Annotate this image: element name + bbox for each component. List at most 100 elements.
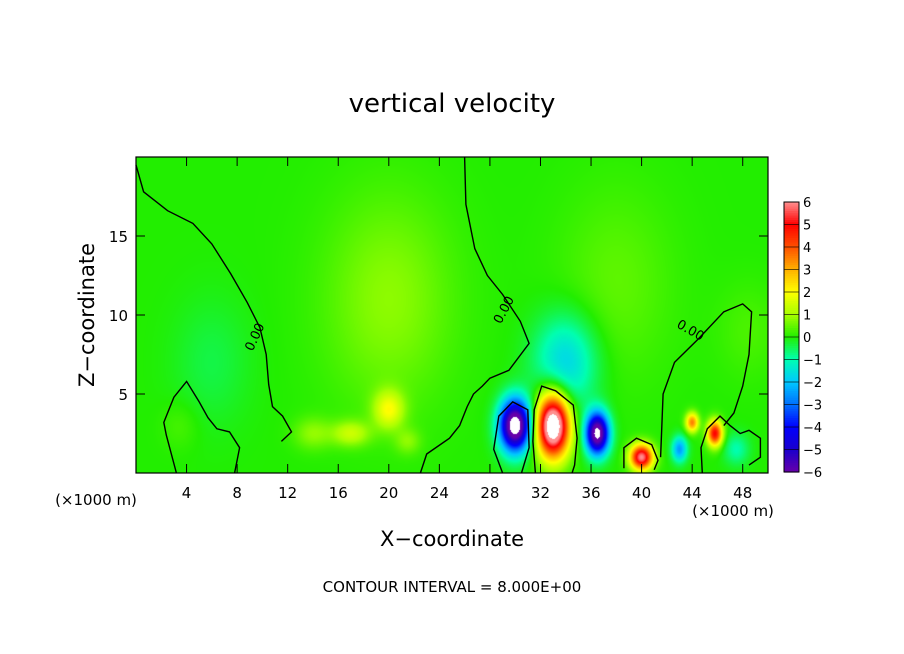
colorbar-swatch	[784, 458, 799, 462]
colorbar-swatch	[784, 319, 799, 322]
colorbar-swatch	[784, 215, 799, 219]
colorbar-swatch	[784, 314, 799, 318]
colorbar-label: −1	[803, 354, 822, 369]
colorbar-swatch	[784, 289, 799, 293]
colorbar-label: 5	[803, 219, 811, 234]
colorbar-swatch	[784, 298, 799, 302]
colorbar-swatch	[784, 368, 799, 372]
colorbar-swatch	[784, 278, 799, 282]
colorbar-swatch	[784, 409, 799, 412]
colorbar-swatch	[784, 296, 799, 300]
colorbar-swatch	[784, 386, 799, 390]
colorbar-label: 6	[803, 196, 811, 211]
colorbar-swatch	[784, 206, 799, 210]
colorbar-swatch	[784, 429, 799, 433]
x-tick-label: 4	[182, 484, 192, 502]
x-tick-label: 8	[232, 484, 242, 502]
colorbar-swatch	[784, 422, 799, 426]
colorbar-swatch	[784, 339, 799, 343]
colorbar-swatch	[784, 341, 799, 345]
colorbar-swatch	[784, 359, 799, 363]
colorbar-label: −3	[803, 399, 822, 414]
colorbar-label: 3	[803, 264, 811, 279]
colorbar-swatch	[784, 231, 799, 235]
colorbar-swatch	[784, 413, 799, 417]
colorbar-swatch	[784, 211, 799, 214]
colorbar-swatch	[784, 357, 799, 361]
contour-line-2	[419, 156, 530, 474]
x-tick-label: 24	[430, 484, 449, 502]
colorbar-swatch	[784, 467, 799, 471]
colorbar-swatch	[784, 388, 799, 392]
y-tick-label: 10	[109, 307, 128, 325]
colorbar-swatch	[784, 280, 799, 284]
colorbar-swatch	[784, 305, 799, 309]
colorbar-label: 0	[803, 331, 811, 346]
colorbar-swatch	[784, 352, 799, 356]
colorbar-swatch	[784, 440, 799, 444]
colorbar-swatch	[784, 454, 799, 457]
colorbar-swatch	[784, 343, 799, 347]
colorbar-swatch	[784, 217, 799, 221]
x-tick-label: 40	[632, 484, 651, 502]
colorbar-swatch	[784, 393, 799, 397]
colorbar-swatch	[784, 350, 799, 354]
contour-line-8	[623, 437, 659, 471]
colorbar-swatch	[784, 204, 799, 208]
colorbar-swatch	[784, 334, 799, 338]
colorbar-swatch	[784, 202, 799, 205]
colorbar-swatch	[784, 330, 799, 334]
colorbar-swatch	[784, 274, 799, 277]
colorbar-swatch	[784, 283, 799, 286]
colorbar-swatch	[784, 431, 799, 435]
colorbar-swatch	[784, 208, 799, 212]
colorbar-swatch	[784, 238, 799, 241]
colorbar-swatch	[784, 292, 799, 295]
colorbar-swatch	[784, 451, 799, 455]
colorbar-swatch	[784, 445, 799, 448]
colorbar-swatch	[784, 312, 799, 316]
x-tick-label: 32	[531, 484, 550, 502]
colorbar-swatch	[784, 307, 799, 311]
colorbar-swatch	[784, 321, 799, 325]
x-tick-label: 28	[480, 484, 499, 502]
colorbar-swatch	[784, 418, 799, 421]
colorbar-swatch	[784, 229, 799, 232]
colorbar-swatch	[784, 391, 799, 394]
x-unit-right: (×1000 m)	[692, 502, 774, 520]
colorbar-swatch	[784, 303, 799, 307]
colorbar-swatch	[784, 256, 799, 259]
colorbar-swatch	[784, 233, 799, 237]
colorbar-swatch	[784, 235, 799, 239]
colorbar-swatch	[784, 370, 799, 374]
colorbar-swatch	[784, 226, 799, 230]
colorbar-label: −5	[803, 444, 822, 459]
x-tick-label: 48	[733, 484, 752, 502]
colorbar-swatch	[784, 442, 799, 446]
colorbar-swatch	[784, 465, 799, 469]
colorbar-swatch	[784, 332, 799, 336]
x-unit-left: (×1000 m)	[55, 491, 137, 509]
colorbar-swatch	[784, 253, 799, 257]
colorbar-swatch	[784, 271, 799, 275]
colorbar-swatch	[784, 395, 799, 399]
colorbar-label: 4	[803, 241, 811, 256]
colorbar-swatch	[784, 420, 799, 424]
colorbar-swatch	[784, 375, 799, 379]
colorbar-swatch	[784, 262, 799, 266]
colorbar-swatch	[784, 267, 799, 271]
y-tick-label: 15	[109, 228, 128, 246]
contour-line-7	[492, 401, 530, 474]
colorbar-swatch	[784, 269, 799, 273]
colorbar-swatch	[784, 310, 799, 313]
colorbar-swatch	[784, 287, 799, 291]
colorbar-label: −4	[803, 421, 822, 436]
x-tick-label: 12	[278, 484, 297, 502]
colorbar-swatch	[784, 294, 799, 298]
colorbar-swatch	[784, 366, 799, 370]
colorbar-swatch	[784, 258, 799, 262]
colorbar-swatch	[784, 244, 799, 248]
contour-line-4	[659, 303, 753, 458]
colorbar-swatch	[784, 447, 799, 451]
